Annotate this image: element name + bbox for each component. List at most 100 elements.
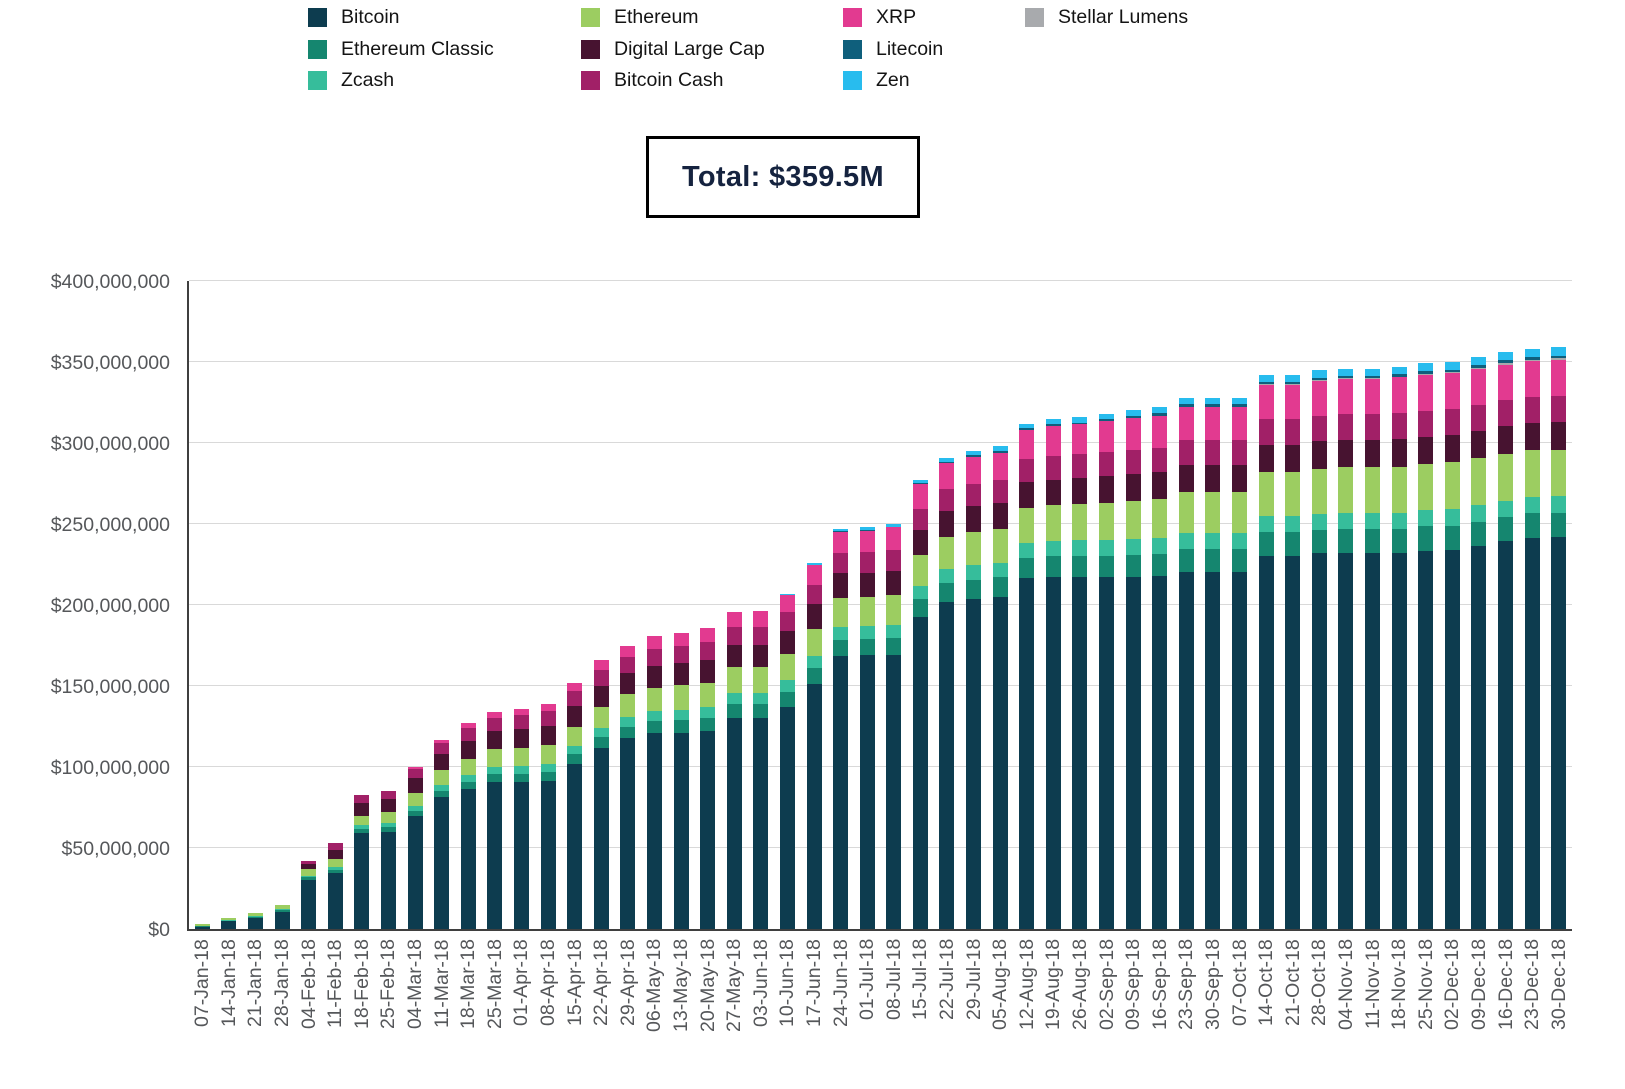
bar-segment-litecoin [1391, 374, 1407, 377]
bar-09-Sep-18 [1125, 409, 1141, 929]
bar-segment-bitcoin [487, 781, 503, 929]
legend-swatch-stellar-lumens-icon [1025, 8, 1044, 28]
bar-segment-digital-large-cap [992, 502, 1008, 529]
bar-segment-bitcoin [753, 717, 769, 929]
bar-segment-bitcoin-cash [833, 553, 849, 574]
x-tick-label: 23-Sep-18 [1175, 939, 1198, 1031]
bar-segment-digital-large-cap [1045, 479, 1061, 506]
bar-segment-xrp [460, 723, 476, 729]
bar-segment-digital-large-cap [327, 849, 343, 860]
bar-segment-bitcoin-cash [1258, 418, 1274, 445]
bar-segment-zcash [487, 767, 503, 774]
bar-segment-ethereum [1205, 492, 1221, 533]
bar-segment-bitcoin [1125, 576, 1141, 929]
bar-23-Sep-18 [1178, 398, 1194, 929]
bar-segment-bitcoin-cash [806, 584, 822, 605]
bar-segment-ethereum-classic [1498, 516, 1513, 542]
bar-segment-zcash [1099, 540, 1115, 556]
bar-segment-ethereum-classic [1045, 556, 1061, 577]
bar-segment-ethereum [939, 536, 955, 570]
legend-label-zen: Zen [876, 69, 910, 92]
bar-segment-bitcoin-cash [513, 715, 529, 729]
bar-segment-bitcoin [354, 832, 370, 929]
x-tick-label: 02-Sep-18 [1095, 939, 1118, 1031]
bar-segment-zcash [460, 775, 476, 782]
bar-segment-bitcoin [1391, 553, 1407, 929]
bar-segment-zcash [646, 711, 662, 721]
bar-segment-ethereum-classic [912, 599, 928, 618]
bar-segment-ethereum [1471, 458, 1487, 506]
y-tick-label: $200,000,000 [50, 595, 170, 617]
x-tick-label: 15-Apr-18 [563, 939, 586, 1026]
bar-segment-xrp [806, 565, 822, 585]
legend-item-bitcoin: Bitcoin [308, 2, 581, 34]
x-tick-label: 20-May-18 [696, 939, 719, 1033]
bar-segment-zen [1418, 363, 1434, 372]
bar-segment-ethereum-classic [593, 737, 609, 748]
bar-segment-bitcoin [966, 599, 982, 929]
bar-segment-digital-large-cap [753, 644, 769, 668]
bar-segment-bitcoin-cash [912, 508, 928, 530]
bar-segment-ethereum-classic [833, 639, 849, 657]
x-tick-label: 30-Dec-18 [1547, 939, 1570, 1031]
bar-segment-ethereum-classic [992, 577, 1008, 597]
legend-label-zcash: Zcash [341, 69, 395, 92]
bar-segment-ethereum-classic [1125, 554, 1141, 577]
x-tick-label: 08-Apr-18 [537, 939, 560, 1026]
bar-segment-zcash [247, 916, 263, 917]
bar-segment-bitcoin-cash [646, 648, 662, 666]
bar-segment-ethereum-classic [380, 826, 396, 832]
bar-26-Aug-18 [1072, 417, 1088, 929]
legend-swatch-bitcoin-cash-icon [581, 71, 600, 91]
bar-segment-ethereum [1311, 468, 1327, 514]
bar-segment-litecoin [992, 451, 1008, 453]
bar-segment-xrp [1285, 384, 1301, 419]
bar-segment-litecoin [1338, 375, 1354, 379]
bar-segment-digital-large-cap [939, 511, 955, 537]
bar-segment-digital-large-cap [1072, 477, 1088, 504]
bar-segment-bitcoin [1178, 571, 1194, 929]
x-tick-label: 28-Jan-18 [271, 939, 294, 1027]
bar-segment-digital-large-cap [1285, 444, 1301, 473]
bar-segment-bitcoin [221, 921, 237, 929]
y-tick-label: $300,000,000 [50, 433, 170, 455]
bar-segment-xrp [1178, 406, 1194, 440]
bar-segment-ethereum-classic [1418, 526, 1434, 551]
bar-segment-zcash [301, 875, 317, 878]
bar-segment-zcash [886, 625, 902, 639]
bar-segment-ethereum [966, 532, 982, 566]
bar-segment-xrp [673, 632, 689, 647]
x-tick-label: 21-Oct-18 [1281, 939, 1304, 1026]
total-label: Total: $359.5M [682, 160, 884, 193]
y-tick-label: $100,000,000 [50, 757, 170, 779]
bar-segment-bitcoin [407, 816, 423, 929]
bar-segment-digital-large-cap [1258, 444, 1274, 473]
bar-segment-zen [806, 563, 822, 565]
bar-segment-zcash [1178, 532, 1194, 550]
y-tick-label: $0 [148, 919, 170, 941]
bar-segment-ethereum [1365, 467, 1381, 513]
bar-segment-ethereum [1152, 498, 1168, 538]
bar-segment-digital-large-cap [966, 506, 982, 533]
bar-segment-zen [1311, 370, 1327, 378]
bar-segment-digital-large-cap [726, 644, 742, 668]
bar-segment-ethereum [487, 749, 503, 768]
bar-segment-digital-large-cap [301, 864, 317, 870]
legend-item-zen: Zen [843, 65, 1025, 97]
legend-item-zcash: Zcash [308, 65, 581, 97]
legend-label-xrp: XRP [876, 6, 917, 29]
bar-segment-bitcoin-cash [407, 768, 423, 779]
bar-segment-zcash [1285, 515, 1301, 533]
bar-segment-bitcoin-cash [1125, 449, 1141, 474]
bar-30-Dec-18 [1551, 346, 1567, 929]
x-tick-label: 18-Feb-18 [350, 939, 373, 1029]
bar-segment-stellar-lumens [1444, 372, 1460, 374]
bar-segment-bitcoin [1099, 576, 1115, 929]
bar-segment-zcash [673, 709, 689, 721]
y-tick-label: $50,000,000 [61, 838, 170, 860]
bar-01-Apr-18 [513, 708, 529, 929]
bar-09-Dec-18 [1471, 357, 1487, 929]
bar-segment-ethereum [833, 597, 849, 627]
bar-segment-ethereum-classic [1311, 529, 1327, 554]
bar-segment-ethereum-classic [513, 773, 529, 782]
